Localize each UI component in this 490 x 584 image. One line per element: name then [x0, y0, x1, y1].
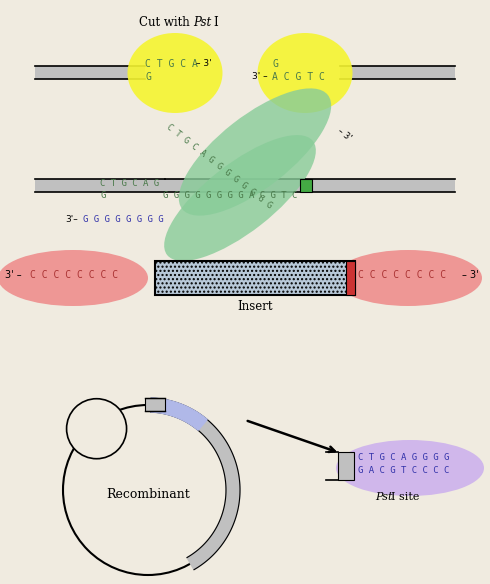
Text: G: G [100, 191, 105, 200]
Bar [305, 179, 455, 192]
Text: G G G G G G G G A C G T C: G G G G G G G G A C G T C [163, 191, 297, 200]
Polygon shape [151, 398, 207, 430]
Ellipse shape [164, 135, 316, 261]
Text: A C G T C: A C G T C [272, 72, 325, 82]
Text: Insert: Insert [237, 300, 273, 313]
Bar [35, 65, 145, 78]
Text: 3' –: 3' – [5, 270, 22, 280]
Bar [146, 398, 166, 411]
Text: Pst: Pst [193, 16, 211, 29]
Ellipse shape [334, 250, 482, 306]
Text: 3'–: 3'– [65, 215, 78, 224]
Text: Recombinant: Recombinant [106, 488, 190, 502]
Bar [155, 261, 355, 295]
Text: G A C G T C C C C: G A C G T C C C C [358, 466, 449, 475]
Bar [300, 179, 312, 192]
Bar [35, 179, 165, 192]
Polygon shape [151, 398, 240, 569]
Bar [346, 261, 355, 295]
Text: C C C C C C C C: C C C C C C C C [358, 270, 446, 280]
Text: C T G C A G: C T G C A G [100, 179, 159, 188]
Text: G: G [272, 59, 278, 69]
Ellipse shape [179, 88, 331, 215]
Text: Pst: Pst [375, 492, 392, 502]
Ellipse shape [0, 250, 148, 306]
Ellipse shape [258, 33, 352, 113]
Text: – 3': – 3' [462, 270, 479, 280]
Ellipse shape [336, 440, 484, 496]
Text: G G G G G G G G: G G G G G G G G [83, 215, 164, 224]
Text: C T G C A G G G G: C T G C A G G G G [358, 453, 449, 462]
Text: C T G C A G G G G G G G G: C T G C A G G G G G G G G [165, 122, 274, 210]
Text: 3' –: 3' – [252, 72, 268, 81]
Text: C T G C A: C T G C A [145, 59, 198, 69]
Text: G: G [145, 72, 151, 82]
Text: Cut with: Cut with [139, 16, 193, 29]
Bar [340, 65, 455, 78]
Text: C C C C C C C C: C C C C C C C C [30, 270, 118, 280]
Circle shape [67, 399, 126, 458]
Text: – 3': – 3' [336, 126, 353, 142]
Text: I site: I site [391, 492, 419, 502]
Bar [165, 179, 305, 192]
Text: – 3': – 3' [196, 59, 212, 68]
Text: I: I [213, 16, 218, 29]
Ellipse shape [127, 33, 222, 113]
Bar [338, 452, 354, 480]
